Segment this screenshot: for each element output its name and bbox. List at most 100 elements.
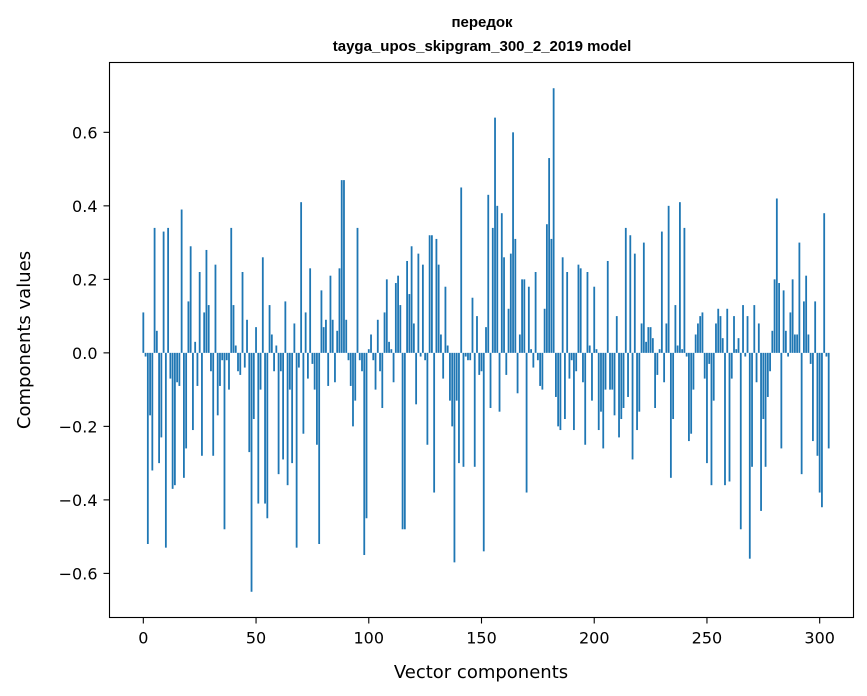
bar-301 — [821, 352, 823, 508]
bar-22 — [192, 352, 194, 431]
bar-126 — [426, 352, 429, 445]
bar-286 — [787, 352, 790, 357]
bar-147 — [473, 352, 476, 467]
bar-33 — [216, 352, 219, 416]
bar-13 — [171, 352, 174, 489]
bar-179 — [545, 224, 548, 353]
bar-188 — [566, 272, 569, 353]
bar-45 — [243, 352, 246, 368]
bar-191 — [573, 352, 575, 431]
bar-108 — [385, 279, 388, 353]
x-tick-label: 200 — [579, 629, 610, 648]
bar-195 — [582, 352, 584, 383]
bar-167 — [518, 334, 521, 353]
bar-231 — [663, 352, 666, 383]
bar-81 — [325, 319, 327, 353]
bar-79 — [320, 290, 323, 353]
bar-296 — [809, 352, 812, 364]
bar-34 — [219, 352, 221, 386]
bar-163 — [509, 253, 512, 353]
bar-14 — [173, 352, 176, 486]
bar-160 — [503, 257, 505, 353]
y-tick-label: 0.4 — [72, 197, 97, 216]
bar-267 — [744, 352, 747, 357]
bar-110 — [390, 349, 393, 353]
bar-38 — [228, 352, 230, 390]
bar-226 — [651, 338, 654, 353]
bar-3 — [149, 352, 151, 416]
bar-42 — [237, 352, 239, 372]
bar-73 — [307, 352, 309, 379]
bar-132 — [440, 334, 442, 353]
bar-43 — [239, 352, 242, 375]
bar-154 — [489, 352, 492, 408]
bar-15 — [176, 352, 179, 383]
bar-283 — [780, 352, 783, 449]
bar-93 — [352, 352, 354, 427]
bar-109 — [388, 341, 390, 353]
bar-189 — [568, 352, 571, 379]
bar-123 — [419, 352, 422, 357]
bar-40 — [232, 305, 235, 353]
bar-156 — [494, 117, 496, 353]
bar-249 — [703, 352, 706, 379]
bar-76 — [313, 352, 316, 390]
bar-63 — [284, 301, 287, 353]
bar-97 — [361, 352, 363, 372]
bar-41 — [234, 345, 237, 353]
bar-125 — [424, 352, 427, 361]
bar-130 — [435, 238, 438, 353]
bar-232 — [665, 323, 668, 353]
x-tick-label: 50 — [246, 629, 266, 648]
bar-174 — [534, 272, 537, 353]
bars-group — [142, 88, 830, 592]
bar-237 — [676, 345, 679, 353]
bar-88 — [340, 180, 343, 353]
bar-265 — [739, 352, 742, 530]
bar-122 — [417, 253, 420, 353]
y-tick-label: −0.6 — [59, 564, 98, 583]
bar-282 — [778, 283, 780, 353]
bar-246 — [697, 323, 699, 353]
bar-106 — [381, 352, 384, 408]
bar-102 — [372, 352, 375, 361]
bar-165 — [514, 238, 517, 353]
y-tick-label: 0.2 — [72, 270, 97, 289]
bar-92 — [349, 352, 352, 386]
bar-175 — [536, 352, 539, 361]
bar-0 — [142, 312, 145, 353]
bar-146 — [471, 297, 474, 353]
bar-192 — [575, 352, 578, 372]
bar-172 — [530, 349, 532, 353]
bar-299 — [816, 352, 819, 456]
bar-162 — [507, 308, 510, 353]
bar-8 — [160, 352, 163, 438]
bar-245 — [694, 334, 697, 353]
bar-131 — [437, 264, 440, 353]
bar-227 — [654, 352, 656, 408]
bar-281 — [775, 198, 778, 353]
bar-234 — [669, 352, 672, 478]
bar-178 — [543, 308, 546, 353]
bar-258 — [724, 352, 726, 486]
bar-233 — [667, 205, 670, 353]
bar-289 — [793, 334, 796, 353]
bar-266 — [742, 305, 744, 353]
y-axis-label: Components values — [14, 251, 35, 429]
bar-20 — [187, 301, 190, 353]
bar-134 — [444, 286, 447, 353]
bar-53 — [261, 257, 264, 353]
bar-208 — [611, 352, 614, 390]
bar-58 — [273, 352, 275, 372]
bar-180 — [548, 158, 551, 353]
bar-17 — [180, 209, 183, 353]
bar-161 — [505, 352, 508, 375]
bar-222 — [642, 242, 645, 353]
bar-118 — [408, 294, 411, 353]
bar-47 — [248, 352, 251, 453]
bar-291 — [798, 242, 801, 353]
bar-77 — [316, 352, 318, 445]
x-tick-label: 150 — [466, 629, 497, 648]
bar-56 — [268, 305, 271, 353]
